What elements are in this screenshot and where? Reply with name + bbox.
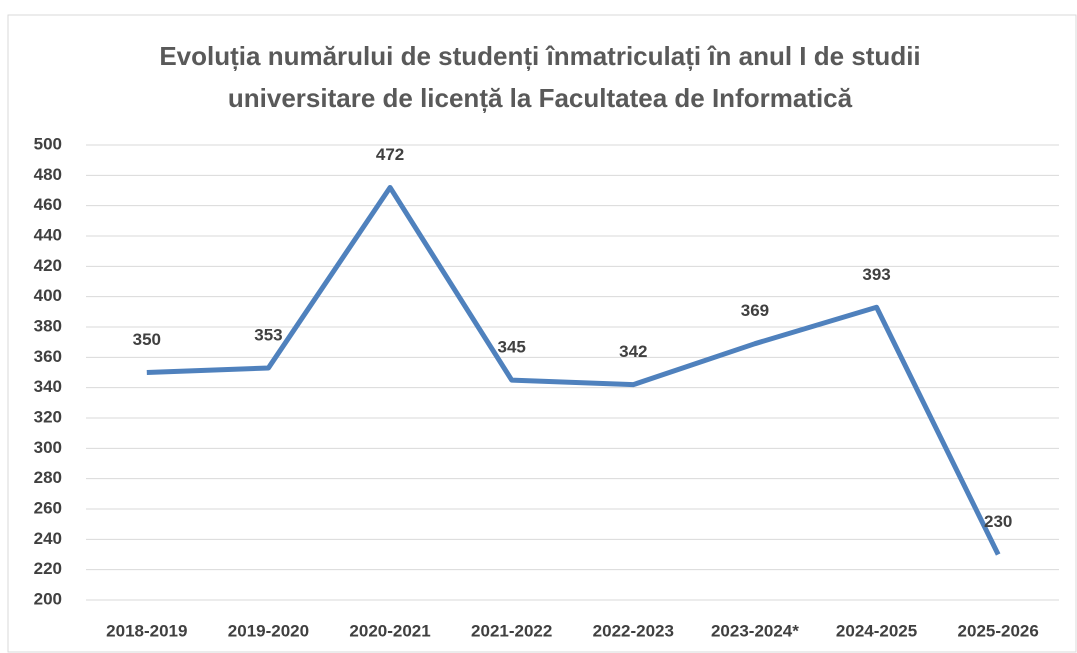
y-tick-label: 360 bbox=[34, 347, 62, 366]
data-label: 369 bbox=[741, 301, 769, 320]
data-label: 345 bbox=[498, 338, 526, 357]
chart-frame bbox=[7, 14, 1077, 653]
data-label: 230 bbox=[984, 512, 1012, 531]
y-tick-label: 380 bbox=[34, 316, 62, 335]
chart-title: universitare de licență la Facultatea de… bbox=[228, 83, 853, 113]
x-tick-label: 2018-2019 bbox=[106, 621, 187, 640]
y-tick-label: 240 bbox=[34, 529, 62, 548]
x-tick-label: 2025-2026 bbox=[958, 621, 1039, 640]
y-tick-label: 320 bbox=[34, 407, 62, 426]
data-label: 472 bbox=[376, 145, 404, 164]
data-label: 342 bbox=[619, 342, 647, 361]
data-label: 393 bbox=[862, 265, 890, 284]
y-tick-label: 400 bbox=[34, 286, 62, 305]
y-tick-label: 500 bbox=[34, 134, 62, 153]
data-label: 353 bbox=[254, 325, 282, 344]
x-tick-label: 2022-2023 bbox=[593, 621, 674, 640]
y-tick-label: 300 bbox=[34, 438, 62, 457]
chart-title: Evoluția numărului de studenți înmatricu… bbox=[159, 41, 920, 71]
x-tick-label: 2020-2021 bbox=[349, 621, 430, 640]
x-tick-label: 2019-2020 bbox=[228, 621, 309, 640]
y-tick-label: 480 bbox=[34, 165, 62, 184]
y-tick-label: 200 bbox=[34, 589, 62, 608]
x-tick-label: 2023-2024* bbox=[711, 621, 799, 640]
data-label: 350 bbox=[133, 330, 161, 349]
x-tick-label: 2024-2025 bbox=[836, 621, 917, 640]
y-tick-label: 340 bbox=[34, 377, 62, 396]
y-tick-label: 440 bbox=[34, 225, 62, 244]
y-tick-label: 280 bbox=[34, 468, 62, 487]
line-series bbox=[146, 184, 1001, 556]
y-tick-label: 220 bbox=[34, 559, 62, 578]
x-tick-label: 2021-2022 bbox=[471, 621, 552, 640]
y-tick-label: 460 bbox=[34, 195, 62, 214]
y-tick-label: 420 bbox=[34, 256, 62, 275]
y-tick-label: 260 bbox=[34, 498, 62, 517]
